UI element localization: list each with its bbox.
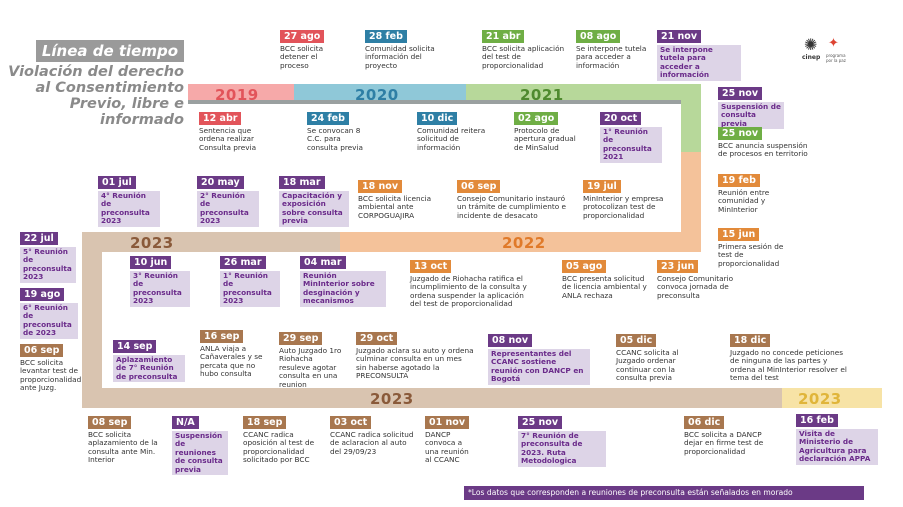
event-18-sep: 18 sep CCANC radica oposición al test de… [243, 416, 315, 465]
event-23-jun: 23 jun Consejo Comunitario convoca jorna… [657, 260, 734, 300]
band-2024 [782, 388, 882, 408]
band-2023-lower [82, 388, 782, 408]
year-label-2022: 2022 [502, 234, 546, 252]
year-label-2024: 2023 [798, 390, 842, 408]
event-19-jul: 19 jul MinInterior y empresa protocoliza… [583, 180, 664, 220]
event-18-dic: 18 dic Juzgado no concede peticiones de … [730, 334, 847, 383]
event-25-nov-suspension: 25 nov Suspensión de consulta previa [718, 87, 784, 130]
year-label-2023-top: 2023 [130, 234, 174, 252]
event-06-sep-bcc: 06 sep BCC solicita levantar test de pro… [20, 344, 82, 393]
event-19-feb: 19 feb Reunión entre comunidad y MinInte… [718, 174, 770, 214]
event-08-sep: 08 sep BCC solicita aplazamiento de la c… [88, 416, 158, 465]
event-20-may: 20 may 2° Reunión de preconsulta 2023 [197, 176, 259, 227]
page-subtitle: Violación del derecho al Consentimiento … [8, 64, 184, 128]
event-22-jul: 22 jul 5° Reunión de preconsulta 2023 [20, 232, 76, 283]
event-05-dic: 05 dic CCANC solicita al Juzgado ordenar… [616, 334, 679, 383]
event-08-ago: 08 ago Se interpone tutela para acceder … [576, 30, 647, 70]
band-2020 [294, 84, 466, 104]
year-label-2021: 2021 [520, 86, 564, 104]
logo-name: cinep [802, 54, 821, 61]
event-18-mar: 18 mar Capacitación y exposición sobre c… [279, 176, 349, 227]
event-na: N/A Suspensión de reuniones de consulta … [172, 416, 228, 476]
event-27-ago: 27 ago BCC solicita detener el proceso [280, 30, 325, 70]
event-01-jul: 01 jul 4° Reunión de preconsulta 2023 [98, 176, 160, 227]
page-title: Línea de tiempo [35, 40, 184, 62]
event-01-nov: 01 nov DANCP convoca a una reunión al CC… [425, 416, 470, 465]
event-03-oct: 03 oct CCANC radica solicitud de aclarac… [330, 416, 414, 456]
event-04-mar: 04 mar Reunión MinInterior sobre desgina… [300, 256, 386, 307]
event-28-feb: 28 feb Comunidad solicita información de… [365, 30, 435, 70]
event-25-nov-7: 25 nov 7° Reunión de preconsulta de 2023… [518, 416, 606, 467]
year-label-2020: 2020 [355, 86, 399, 104]
band-2022-right [681, 152, 701, 252]
event-10-dic: 10 dic Comunidad reitera solicitud de in… [417, 112, 486, 152]
event-12-abr: 12 abr Sentencia que ordena realizar Con… [199, 112, 257, 152]
event-14-sep: 14 sep Aplazamiento de 7° Reunión de pre… [113, 340, 185, 383]
band-2021 [466, 84, 701, 104]
event-21-nov: 21 nov Se interpone tutela para acceder … [657, 30, 741, 81]
event-10-jun: 10 jun 3° Reunión de preconsulta 2023 [130, 256, 190, 307]
band-2021-right [681, 84, 701, 154]
event-13-oct: 13 oct Juzgado de Riohacha ratifica el i… [410, 260, 527, 309]
band-2021-inner [188, 100, 681, 104]
event-06-dic: 06 dic BCC solicita a DANCP dejar en fir… [684, 416, 764, 456]
band-2023-left [82, 232, 102, 408]
event-19-ago: 19 ago 6° Reunión de preconsulta de 2023 [20, 288, 78, 339]
logo-tagline: programa por la paz [826, 53, 846, 63]
event-20-oct: 20 oct 1° Reunión de preconsulta 2021 [600, 112, 662, 163]
event-02-ago: 02 ago Protocolo de apertura gradual de … [514, 112, 576, 152]
legend-note: *Los datos que corresponden a reuniones … [464, 486, 864, 500]
event-24-feb: 24 feb Se convocan 8 C.C. para consulta … [307, 112, 363, 152]
event-15-jun: 15 jun Primera sesión de test de proporc… [718, 228, 784, 268]
peace-program-icon: ✦ [828, 36, 839, 51]
cinep-logo: ✺ cinep ✦ programa por la paz [802, 36, 848, 66]
cinep-logo-icon: ✺ [804, 35, 818, 54]
event-29-sep: 29 sep Auto Juzgado 1ro Riohacha resulev… [279, 332, 342, 389]
year-label-2019: 2019 [215, 86, 259, 104]
event-05-ago: 05 ago BCC presenta solicitud de licenci… [562, 260, 647, 300]
band-2019 [188, 84, 294, 104]
event-29-oct: 29 oct Juzgado aclara su auto y ordena c… [356, 332, 474, 381]
year-label-2023-bottom: 2023 [370, 390, 414, 408]
event-18-nov: 18 nov BCC solicita licencia ambiental a… [358, 180, 432, 220]
event-21-abr: 21 abr BCC solicita aplicación del test … [482, 30, 565, 70]
event-16-sep: 16 sep ANLA viaja a Cañaverales y se per… [200, 330, 263, 379]
event-26-mar: 26 mar 1° Reunión de preconsulta 2023 [220, 256, 280, 307]
event-08-nov: 08 nov Representantes del CCANC sostiene… [488, 334, 590, 385]
event-25-nov-bcc: 25 nov BCC anuncia suspensión de proceso… [718, 127, 808, 159]
band-2022 [340, 232, 701, 252]
title-block: Línea de tiempo Violación del derecho al… [6, 40, 184, 128]
band-2023-upper [82, 232, 340, 252]
event-06-sep-cc: 06 sep Consejo Comunitario instauró un t… [457, 180, 566, 220]
event-16-feb: 16 feb Visita de Ministerio de Agricultu… [796, 414, 878, 465]
